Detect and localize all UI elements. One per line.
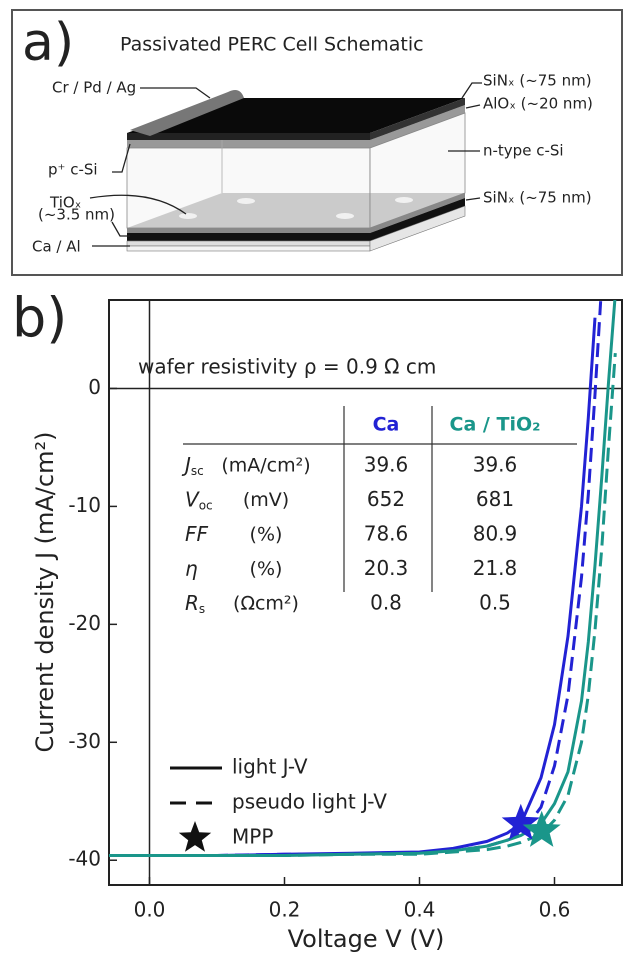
mpp-star	[501, 803, 540, 840]
layer-label: TiOₓ	[49, 194, 81, 212]
legend-label: light J-V	[232, 755, 308, 779]
y-tick-label: -40	[68, 847, 101, 871]
x-tick-label: 0.6	[539, 898, 571, 922]
side-layer	[369, 205, 466, 252]
table-header: Ca / TiO₂	[450, 414, 541, 436]
front-layer	[127, 228, 370, 233]
leader-line	[140, 87, 211, 99]
side-layer	[370, 193, 465, 233]
row-unit: (%)	[250, 558, 283, 580]
y-tick-label: -20	[68, 611, 101, 635]
symbol: FF	[185, 522, 209, 546]
layer-label: (~3.5 nm)	[38, 206, 115, 224]
table-value: 0.8	[370, 591, 402, 615]
row-unit: (%)	[250, 524, 283, 546]
row-symbol: Voc	[185, 487, 213, 512]
row-symbol: η	[185, 556, 198, 580]
panel-a: a) Passivated PERC Cell Schematic Cr / P…	[11, 9, 623, 276]
layer-label: Ca / Al	[32, 238, 81, 256]
mpp-star	[522, 810, 561, 847]
metal-finger	[130, 90, 244, 136]
leader-line	[461, 82, 482, 99]
row-symbol: Rs	[185, 591, 205, 616]
table-value: 78.6	[364, 522, 409, 546]
table-value: 80.9	[473, 522, 518, 546]
legend-label: pseudo light J-V	[232, 790, 387, 814]
curves	[109, 300, 617, 857]
symbol: R	[185, 591, 199, 615]
symbol: V	[185, 487, 200, 511]
side-layer	[370, 198, 465, 241]
y-tick-label: 0	[88, 375, 101, 399]
top-layer-front	[127, 133, 370, 140]
leader-line	[465, 104, 481, 109]
annotation: wafer resistivity ρ = 0.9 Ω cm	[138, 355, 436, 379]
bulk-front	[126, 147, 371, 229]
row-symbol: FF	[185, 522, 209, 546]
top-layer-side	[370, 98, 465, 140]
x-tick-label: 0.4	[404, 898, 436, 922]
subscript: sc	[191, 464, 204, 478]
x-tick-label: 0.0	[134, 898, 166, 922]
table-value: 20.3	[364, 556, 409, 580]
jv-curve	[109, 317, 597, 857]
front-layer	[126, 245, 371, 252]
front-layer	[127, 233, 370, 241]
layer-label: n-type c-Si	[483, 142, 564, 160]
leader-line	[111, 221, 130, 237]
layer-label: Cr / Pd / Ag	[52, 79, 136, 97]
table-value: 39.6	[364, 453, 409, 477]
table-value: 0.5	[479, 591, 511, 615]
leader-line	[89, 194, 187, 215]
symbol: J	[181, 453, 191, 477]
layer-label: SiNₓ (~75 nm)	[483, 72, 592, 90]
symbol: η	[185, 556, 198, 580]
subscript: oc	[199, 498, 213, 512]
subscript: s	[199, 602, 205, 616]
table-value: 652	[367, 487, 405, 511]
layer-label: p⁺ c-Si	[48, 161, 98, 179]
front-layer	[126, 240, 371, 247]
table-value: 681	[476, 487, 514, 511]
leader-line	[112, 143, 131, 173]
row-unit: (mV)	[243, 489, 289, 511]
y-tick-label: -10	[68, 493, 101, 517]
row-unit: (mA/cm²)	[221, 455, 310, 477]
legend-label: MPP	[232, 825, 273, 849]
row-unit: (Ωcm²)	[233, 593, 299, 615]
side-layer	[370, 105, 465, 148]
jv-curve	[109, 352, 617, 857]
y-tick-label: -30	[68, 729, 101, 753]
leader-line	[465, 197, 481, 201]
front-layer	[127, 140, 370, 148]
panel-label: b)	[12, 287, 67, 350]
table-value: 21.8	[473, 556, 518, 580]
plot-frame	[108, 299, 623, 886]
schematic-title: Passivated PERC Cell Schematic	[120, 34, 424, 56]
panel-label: a)	[22, 13, 74, 73]
x-tick-label: 0.2	[269, 898, 301, 922]
y-axis-label: Current density J (mA/cm²)	[31, 432, 59, 753]
layer-label: SiNₓ (~75 nm)	[483, 189, 592, 207]
row-symbol: Jsc	[181, 453, 204, 478]
x-axis-label: Voltage V (V)	[288, 925, 445, 953]
legend-marker	[178, 821, 212, 852]
table-value: 39.6	[473, 453, 518, 477]
layer-label: AlOₓ (~20 nm)	[483, 95, 593, 113]
table-header: Ca	[373, 414, 400, 436]
